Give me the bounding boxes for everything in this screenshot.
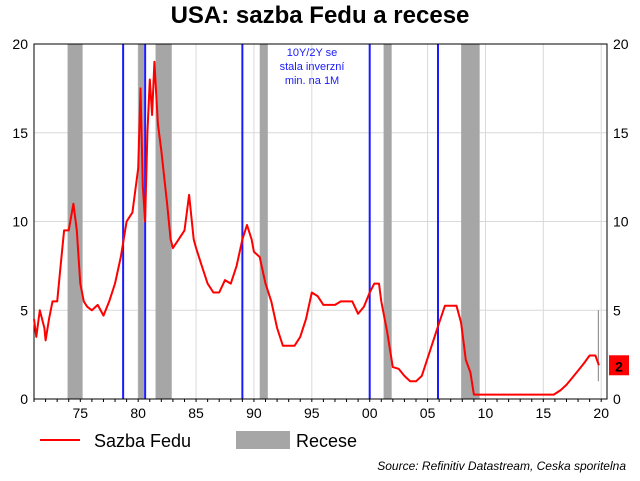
- y-tick-label-right: 15: [613, 125, 629, 141]
- x-tick-label: 95: [304, 405, 320, 421]
- x-tick-label: 05: [420, 405, 436, 421]
- recession-band: [383, 44, 392, 399]
- x-tick-label: 10: [478, 405, 494, 421]
- inversion-annotation-line: min. na 1M: [285, 75, 339, 87]
- source-note: Source: Refinitiv Datastream, Ceska spor…: [377, 459, 626, 473]
- y-tick-label-right: 0: [613, 391, 621, 407]
- x-tick-label: 00: [362, 405, 378, 421]
- y-tick-label-left: 0: [20, 391, 28, 407]
- y-tick-label-right: 10: [613, 214, 629, 230]
- x-tick-label: 15: [536, 405, 552, 421]
- y-tick-label-left: 20: [12, 36, 28, 52]
- recession-band: [259, 44, 268, 399]
- chart-title: USA: sazba Fedu a recese: [170, 2, 470, 29]
- last-value-label: 2: [615, 358, 623, 374]
- last-value-box: [609, 355, 629, 376]
- x-tick-label: 90: [246, 405, 262, 421]
- y-tick-label-left: 15: [12, 125, 28, 141]
- inversion-annotation-line: stala inverzní: [280, 61, 345, 73]
- legend-label-sazba-fedu: Sazba Fedu: [94, 431, 191, 451]
- recession-band: [138, 44, 144, 399]
- x-tick-label: 20: [593, 405, 609, 421]
- series-line-sazba-fedu: [33, 60, 600, 396]
- y-tick-label-left: 5: [20, 302, 28, 318]
- y-tick-label-right: 20: [613, 36, 629, 52]
- legend-label-recese: Recese: [296, 431, 357, 451]
- x-tick-label: 75: [73, 405, 89, 421]
- plot-frame: [33, 43, 608, 400]
- recession-band: [461, 44, 480, 399]
- x-tick-label: 80: [130, 405, 146, 421]
- x-tick-label: 85: [188, 405, 204, 421]
- legend-swatch-recese: [236, 431, 290, 449]
- y-tick-label-left: 10: [12, 214, 28, 230]
- y-tick-label-right: 5: [613, 302, 621, 318]
- inversion-annotation-line: 10Y/2Y se: [287, 47, 338, 59]
